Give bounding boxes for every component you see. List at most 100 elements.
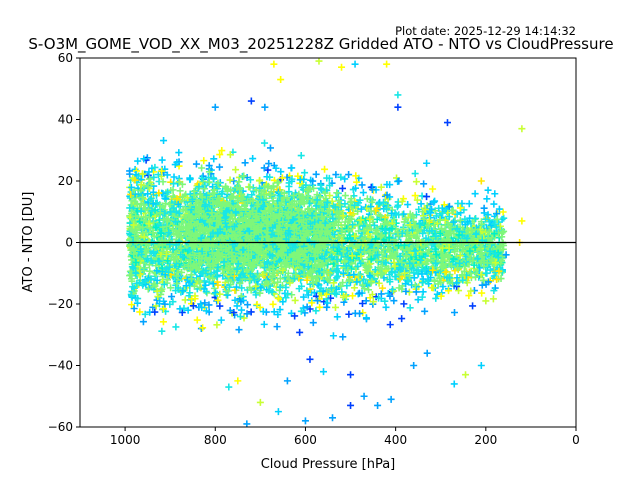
data-point [136, 308, 144, 316]
data-point [260, 320, 268, 328]
data-point [213, 321, 221, 329]
data-point [400, 300, 408, 308]
data-point [381, 297, 389, 305]
data-point [266, 144, 274, 152]
data-point [490, 287, 498, 295]
data-point [362, 297, 370, 305]
data-point [241, 159, 249, 167]
data-point [448, 206, 456, 214]
data-point [432, 294, 440, 302]
data-point [404, 201, 412, 209]
data-point [176, 305, 184, 313]
data-point [270, 308, 278, 316]
data-point [297, 152, 305, 160]
data-point [288, 164, 296, 172]
data-point [273, 323, 281, 331]
data-point [477, 271, 485, 279]
data-point [130, 305, 138, 313]
data-point [246, 176, 254, 184]
data-point [128, 301, 136, 309]
data-point [491, 190, 499, 198]
data-point [173, 279, 181, 287]
data-point [209, 280, 217, 288]
data-point [339, 279, 347, 287]
data-point [145, 284, 153, 292]
data-point [264, 166, 272, 174]
data-point [301, 309, 309, 317]
data-point [413, 196, 421, 204]
data-point [478, 220, 486, 228]
data-point [454, 199, 462, 207]
data-point [338, 288, 346, 296]
data-point [303, 287, 311, 295]
data-point [244, 301, 252, 309]
data-point [145, 168, 153, 176]
data-point [192, 160, 200, 168]
data-point [333, 189, 341, 197]
data-point [349, 210, 357, 218]
data-point [332, 171, 340, 179]
data-point [455, 287, 463, 295]
data-point [259, 270, 267, 278]
data-point [312, 170, 320, 178]
data-point [277, 168, 285, 176]
data-point [149, 303, 157, 311]
data-point [466, 269, 474, 277]
data-point [265, 160, 273, 168]
data-point [420, 180, 428, 188]
data-point [427, 209, 435, 217]
data-point [429, 185, 437, 193]
data-point [331, 303, 339, 311]
data-point [465, 292, 473, 300]
data-point [490, 200, 498, 208]
data-point [433, 290, 441, 298]
data-point [355, 289, 363, 297]
data-point [159, 318, 167, 326]
data-point [297, 307, 305, 315]
data-point [341, 200, 349, 208]
data-point [467, 287, 475, 295]
data-point [445, 202, 453, 210]
data-point [415, 205, 423, 213]
data-point [439, 283, 447, 291]
data-point [288, 291, 296, 299]
data-point [326, 181, 334, 189]
data-point [269, 300, 277, 308]
data-point [476, 264, 484, 272]
data-point [349, 221, 357, 229]
data-point [350, 284, 358, 292]
data-point [282, 294, 290, 302]
data-point [141, 310, 149, 318]
data-point [205, 278, 213, 286]
data-point [284, 290, 292, 298]
data-point [169, 204, 177, 212]
data-point [205, 178, 213, 186]
data-point [276, 306, 284, 314]
data-point [140, 155, 148, 163]
data-point [432, 212, 440, 220]
data-point [339, 333, 347, 341]
data-point [496, 222, 504, 230]
data-point [139, 170, 147, 178]
data-point [345, 310, 353, 318]
data-point [274, 278, 282, 286]
data-point [408, 265, 416, 273]
data-point [359, 309, 367, 317]
data-point [437, 225, 445, 233]
data-point [431, 207, 439, 215]
data-point [291, 312, 299, 320]
data-point [456, 204, 464, 212]
data-point [411, 192, 419, 200]
data-points [126, 58, 526, 427]
data-point [294, 172, 302, 180]
data-point [131, 165, 139, 173]
data-point [329, 332, 337, 340]
data-point [158, 285, 166, 293]
data-point [240, 314, 248, 322]
data-point [398, 197, 406, 205]
data-point [398, 315, 406, 323]
data-point [270, 279, 278, 287]
data-point [167, 284, 175, 292]
data-point [296, 328, 304, 336]
data-point [500, 214, 508, 222]
